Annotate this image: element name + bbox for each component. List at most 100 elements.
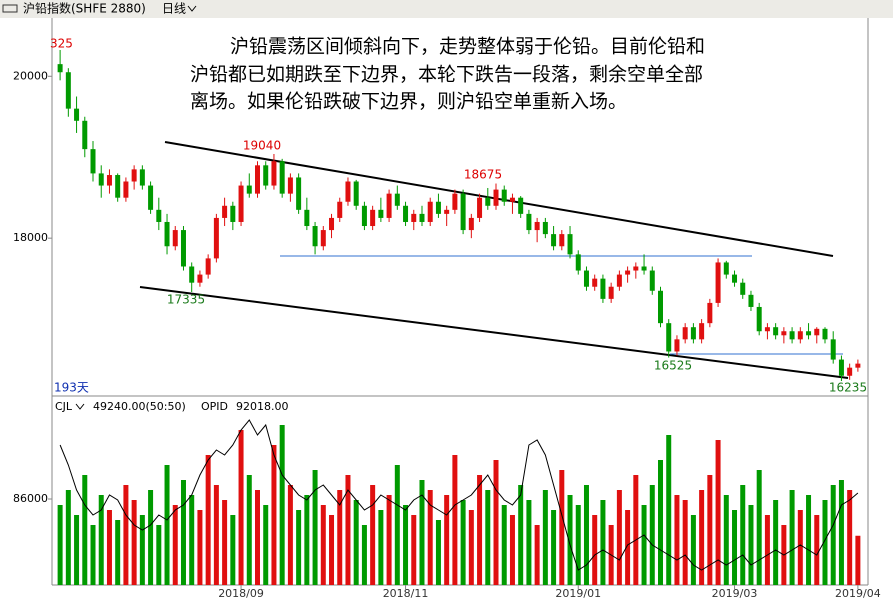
candle-body — [222, 205, 228, 218]
candle-body — [312, 226, 318, 247]
opid-reading: 92018.00 — [236, 400, 289, 413]
candle-body — [337, 201, 343, 218]
opid-line — [59, 419, 859, 571]
candle-body — [230, 205, 236, 222]
candle-body — [690, 327, 696, 340]
candle-body — [608, 286, 614, 299]
candle-body — [411, 213, 417, 222]
candle-body — [172, 230, 178, 247]
volume-bar — [674, 495, 680, 585]
volume-bar — [57, 505, 63, 585]
volume-bar — [855, 535, 861, 585]
candle-body — [139, 169, 145, 186]
volume-bar — [773, 500, 779, 585]
price-annotation: 19040 — [243, 139, 281, 153]
volume-bar — [353, 500, 359, 585]
volume-bar — [419, 480, 425, 585]
volume-bar — [90, 525, 96, 585]
candle-body — [468, 217, 474, 231]
volume-bar — [616, 490, 622, 585]
volume-bar — [172, 505, 178, 585]
candle-body — [238, 185, 244, 222]
volume-bar — [345, 475, 351, 585]
candle-body — [707, 302, 713, 324]
candle-body — [164, 221, 170, 247]
candle-body — [353, 181, 359, 206]
volume-bar — [707, 475, 713, 585]
volume-bar — [180, 480, 186, 585]
volume-bar — [830, 485, 836, 585]
volume-dropdown[interactable] — [75, 403, 85, 410]
volume-bar — [690, 515, 696, 585]
upper-channel-line — [164, 141, 834, 257]
price-annotation: 18675 — [464, 168, 502, 182]
volume-bar — [526, 500, 532, 585]
candle-body — [682, 327, 688, 340]
volume-bar — [559, 470, 565, 585]
y-tick-label: 18000 — [13, 231, 48, 244]
volume-bar — [789, 490, 795, 585]
candle-body — [65, 72, 71, 109]
candle-body — [444, 209, 450, 214]
volume-bar — [296, 510, 302, 585]
candle-body — [830, 339, 836, 360]
volume-bar — [748, 505, 754, 585]
volume-bar — [386, 495, 392, 585]
volume-bar — [797, 510, 803, 585]
volume-bar — [740, 485, 746, 585]
volume-bar — [518, 485, 524, 585]
volume-bar — [592, 515, 598, 585]
candle-body — [567, 234, 573, 255]
volume-bar — [205, 455, 211, 585]
candle-body — [156, 209, 162, 222]
candle-body — [649, 270, 655, 291]
volume-bar — [106, 510, 112, 585]
period-label[interactable]: 日线 — [162, 2, 186, 16]
candle-body — [723, 262, 729, 275]
x-tick-label: 2019/03 — [712, 587, 758, 600]
candle-body — [600, 278, 606, 299]
candle-body — [460, 193, 466, 231]
volume-bar — [814, 515, 820, 585]
candle-body — [575, 254, 581, 271]
candle-body — [246, 185, 252, 194]
symbol-label: 沪铅指数(SHFE 2880) — [23, 1, 146, 16]
candle-body — [82, 120, 88, 150]
volume-bar — [271, 445, 277, 585]
volume-bar — [682, 500, 688, 585]
volume-bar — [329, 515, 335, 585]
x-tick-label: 2018/11 — [383, 587, 429, 600]
volume-bar — [98, 495, 104, 585]
price-annotation: 16235 — [829, 381, 867, 395]
volume-bar — [320, 505, 326, 585]
volume-bar — [370, 485, 376, 585]
volume-bar — [444, 495, 450, 585]
candle-body — [526, 213, 532, 231]
volume-bar — [551, 510, 557, 585]
volume-bar — [485, 490, 491, 585]
volume-bar — [509, 515, 515, 585]
candle-body — [666, 323, 672, 352]
candle-body — [797, 331, 803, 340]
candle-body — [855, 363, 861, 368]
volume-bar — [238, 430, 244, 585]
candle-body — [98, 173, 104, 186]
volume-label[interactable]: CJL — [55, 400, 73, 413]
x-tick-label: 2018/09 — [218, 587, 264, 600]
candle-body — [641, 266, 647, 271]
volume-bar — [435, 520, 441, 585]
candle-body — [205, 258, 211, 275]
volume-bar — [723, 495, 729, 585]
period-dropdown[interactable] — [187, 5, 197, 12]
volume-bar — [337, 490, 343, 585]
candle-body — [271, 161, 277, 186]
volume-bar — [666, 435, 672, 585]
volume-bar — [156, 525, 162, 585]
candle-body — [296, 177, 302, 210]
volume-bar — [600, 500, 606, 585]
volume-bar — [806, 495, 812, 585]
volume-bar — [583, 485, 589, 585]
volume-bar — [715, 440, 721, 585]
volume-bar — [567, 495, 573, 585]
volume-bar — [756, 470, 762, 585]
